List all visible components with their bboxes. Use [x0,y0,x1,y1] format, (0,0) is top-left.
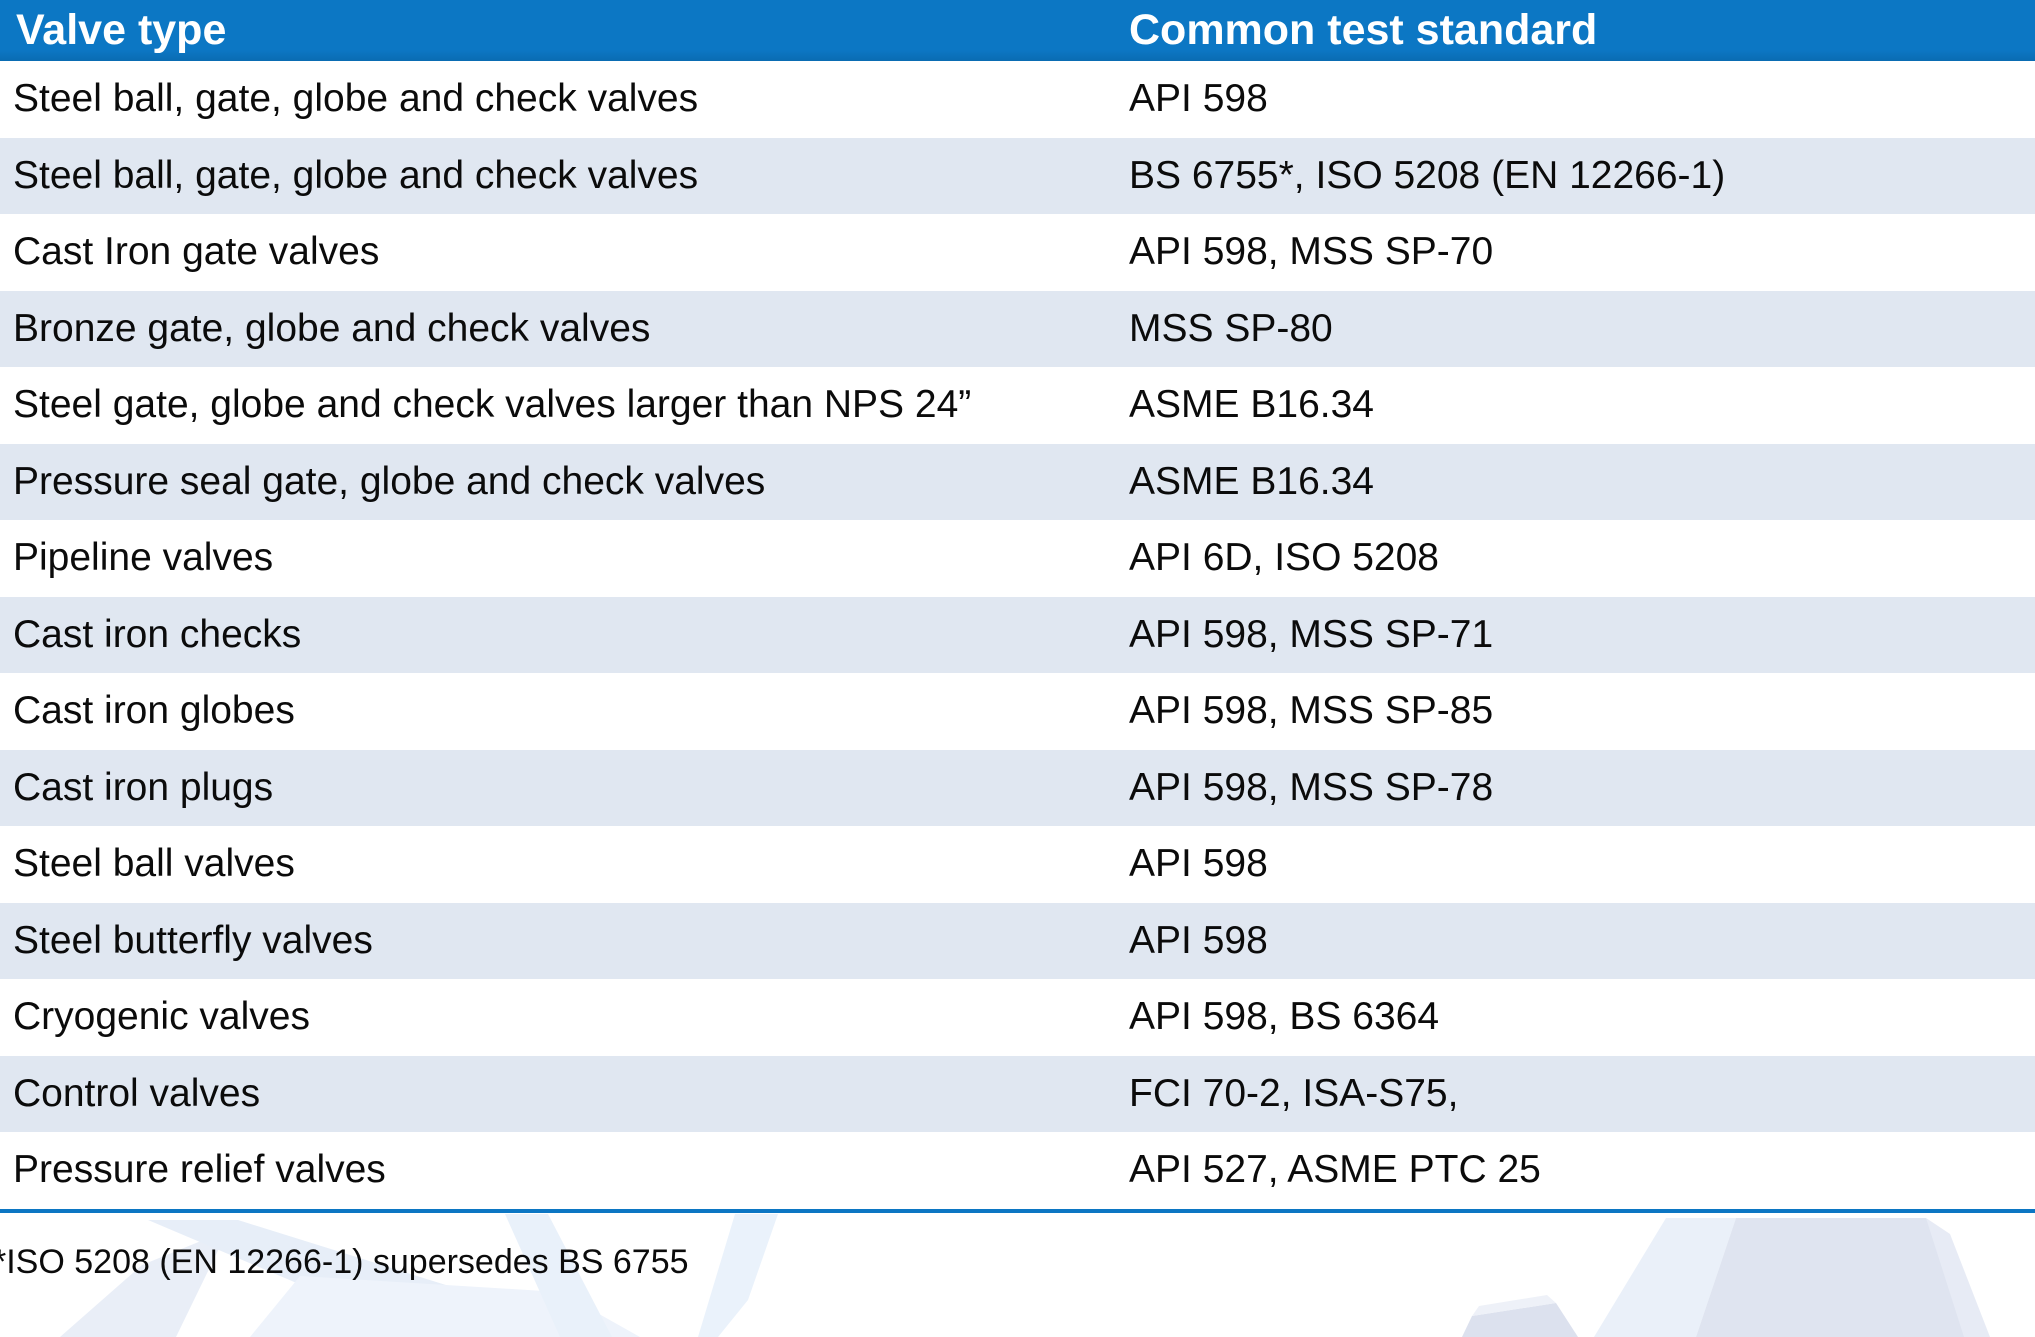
footnote: *ISO 5208 (EN 12266-1) supersedes BS 675… [0,1242,689,1281]
valve-type-cell: Pressure relief valves [13,1148,386,1192]
test-standard-cell: API 598 [1129,842,1268,886]
table-row: Pipeline valves API 6D, ISO 5208 [0,520,2035,597]
test-standard-cell: ASME B16.34 [1129,459,1374,503]
valve-type-cell: Cast iron plugs [13,765,274,809]
table-header-row: Valve type Common test standard [0,0,2035,61]
test-standard-cell: FCI 70-2, ISA-S75, [1129,1071,1459,1115]
table-row: Cast iron plugs API 598, MSS SP-78 [0,749,2035,827]
test-standard-cell: API 598, MSS SP-85 [1129,689,1494,733]
decorative-watermark-left [60,1214,778,1337]
test-standard-cell: API 598, MSS SP-70 [1129,230,1494,274]
test-standard-cell: API 598, MSS SP-78 [1129,765,1494,809]
table-row: Cast iron checks API 598, MSS SP-71 [0,596,2035,674]
table-row: Pressure relief valves API 527, ASME PTC … [0,1132,2035,1209]
table-bottom-border [0,1208,2035,1213]
valve-type-cell: Pipeline valves [13,536,274,580]
table-row: Steel ball, gate, globe and check valves… [0,137,2035,215]
table-row: Control valves FCI 70-2, ISA-S75, [0,1055,2035,1133]
test-standard-cell: API 6D, ISO 5208 [1129,536,1440,580]
test-standard-cell: MSS SP-80 [1129,306,1333,350]
column-header-test-standard: Common test standard [1129,6,1598,54]
valve-type-cell: Control valves [13,1071,261,1115]
column-header-valve-type: Valve type [16,6,227,54]
table-row: Steel gate, globe and check valves large… [0,367,2035,444]
valve-type-cell: Cast iron globes [13,689,295,733]
test-standard-cell: API 598 [1129,918,1268,962]
valve-type-cell: Steel ball, gate, globe and check valves [13,153,699,197]
valve-type-cell: Steel gate, globe and check valves large… [13,383,972,427]
valve-type-cell: Steel ball valves [13,842,295,886]
test-standard-cell: API 598 [1129,77,1268,121]
valve-type-cell: Cryogenic valves [13,995,310,1039]
valve-type-cell: Pressure seal gate, globe and check valv… [13,459,766,503]
test-standard-cell: API 527, ASME PTC 25 [1129,1148,1541,1192]
test-standard-cell: API 598, BS 6364 [1129,995,1440,1039]
test-standard-cell: BS 6755*, ISO 5208 (EN 12266-1) [1129,153,1726,197]
decorative-watermark-right [1462,1218,1990,1337]
table-row: Steel ball, gate, globe and check valves… [0,61,2035,138]
test-standard-cell: ASME B16.34 [1129,383,1374,427]
table-row: Cryogenic valves API 598, BS 6364 [0,979,2035,1056]
table-row: Cast iron globes API 598, MSS SP-85 [0,673,2035,750]
valve-type-cell: Bronze gate, globe and check valves [13,306,651,350]
valve-type-cell: Steel butterfly valves [13,918,373,962]
valve-type-cell: Cast Iron gate valves [13,230,380,274]
table-row: Bronze gate, globe and check valves MSS S… [0,290,2035,368]
table-row: Steel ball valves API 598 [0,826,2035,903]
valve-standards-table: Valve type Common test standard Steel ba… [0,0,2035,1281]
valve-type-cell: Cast iron checks [13,612,302,656]
table-row: Cast Iron gate valves API 598, MSS SP-70 [0,214,2035,291]
test-standard-cell: API 598, MSS SP-71 [1129,612,1494,656]
valve-type-cell: Steel ball, gate, globe and check valves [13,77,699,121]
table-body: Steel ball, gate, globe and check valves… [0,61,2035,1209]
table-row: Steel butterfly valves API 598 [0,902,2035,980]
table-row: Pressure seal gate, globe and check valv… [0,443,2035,521]
